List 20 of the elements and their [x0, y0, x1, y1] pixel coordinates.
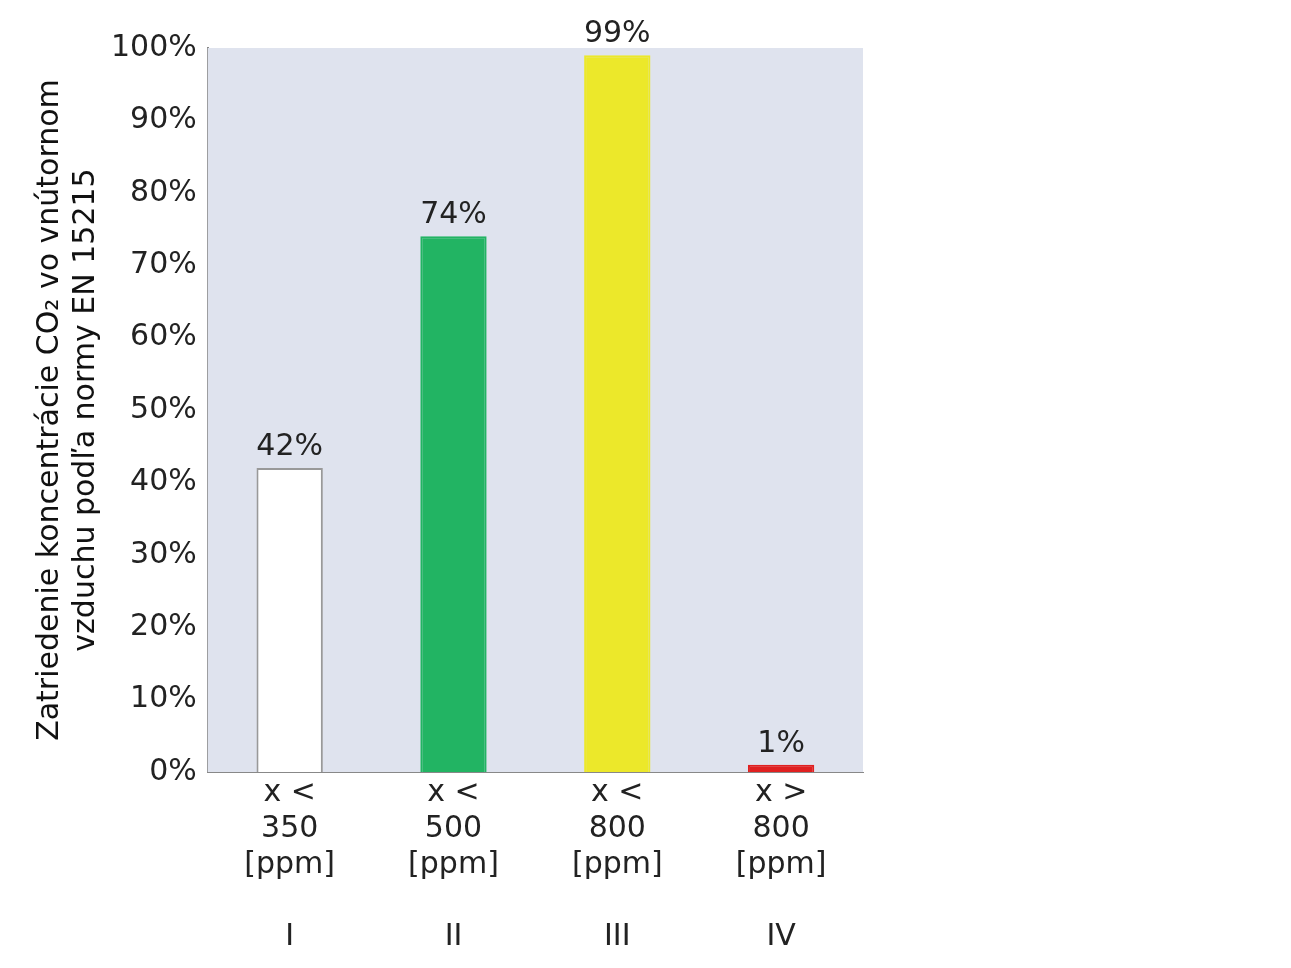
y-tick-label: 50%	[130, 389, 197, 425]
data-label: 42%	[256, 426, 324, 462]
y-tick-label: 100%	[110, 27, 197, 63]
data-label: 74%	[420, 195, 487, 231]
y-tick-label: 30%	[130, 534, 197, 570]
y-tick-label: 10%	[130, 679, 197, 715]
category-label: x > 800 [ppm] IV	[735, 772, 827, 952]
y-tick-label: 60%	[130, 317, 197, 353]
data-label: 99%	[583, 14, 651, 50]
y-tick-label: 70%	[130, 245, 197, 280]
y-tick-label: 40%	[130, 462, 197, 498]
data-label: 1%	[757, 723, 805, 759]
y-axis-title: Zatriedenie koncentrácie CO₂ vo vnútornom vzduchu podľa normy EN 15215	[29, 79, 101, 741]
category-label: x < 800 [ppm] III	[571, 772, 663, 952]
y-tick-label: 20%	[130, 607, 197, 642]
category-label: x < 350 [ppm] I	[244, 772, 336, 952]
category-label: x < 500 [ppm] II	[408, 772, 499, 952]
y-tick-label: 80%	[130, 172, 197, 208]
y-tick-label: 0%	[149, 751, 197, 787]
y-tick-label: 90%	[130, 100, 197, 136]
